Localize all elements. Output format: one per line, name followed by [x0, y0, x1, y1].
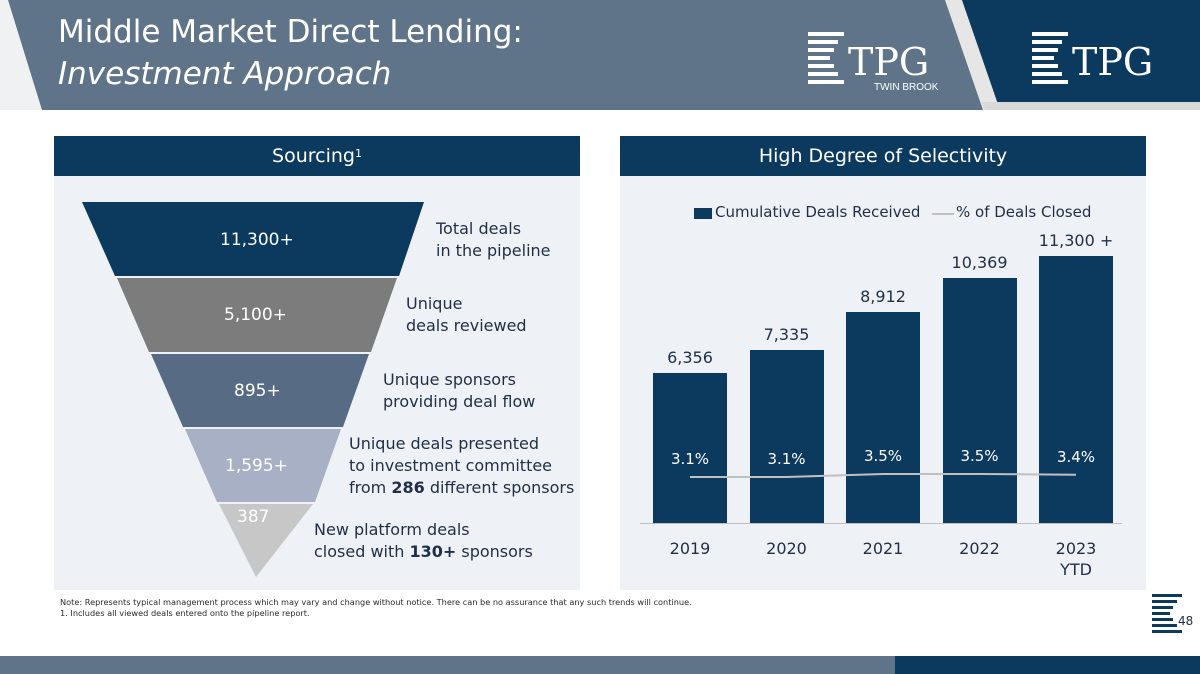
funnel-value-1: 11,300+: [220, 230, 294, 250]
funnel-desc-4-line1: Unique deals presented: [349, 434, 540, 453]
x-tick-label-3: 2022: [959, 539, 1000, 558]
corner-logo-icon: [1152, 594, 1182, 633]
funnel-desc-4-line2: to investment committee: [349, 456, 553, 475]
funnel-level-2: [117, 278, 397, 352]
bar-0: [653, 372, 727, 523]
funnel-value-3: 895+: [234, 381, 281, 401]
logo2-wordmark: TPG: [1072, 40, 1153, 84]
bar-value-label-2: 8,912: [860, 287, 906, 307]
bar-3: [942, 277, 1017, 523]
legend-bar-label: Cumulative Deals Received: [715, 203, 921, 221]
logo1-subtitle: TWIN BROOK: [874, 82, 939, 93]
footer-bar-slate: [0, 656, 895, 674]
sourcing-funnel: [82, 202, 424, 577]
funnel-desc-2: Unique deals reviewed: [406, 293, 527, 337]
funnel-desc-2-line2: deals reviewed: [406, 316, 527, 335]
note-line-1: Note: Represents typical management proc…: [60, 597, 692, 607]
funnel-desc-1: Total deals in the pipeline: [436, 218, 551, 262]
pct-label-3: 3.5%: [960, 447, 999, 465]
x-tick-label-4: 2023 YTD: [1055, 539, 1097, 579]
selectivity-heading: High Degree of Selectivity: [620, 136, 1146, 176]
sourcing-heading: Sourcing 1: [54, 136, 580, 176]
funnel-desc-1-line1: Total deals: [436, 219, 522, 238]
x-tick-label-0: 2019: [669, 539, 711, 558]
header-banner: TPG TWIN BROOK TPG: [0, 0, 1200, 110]
funnel-desc-4-line3: from 286 different sponsors: [349, 478, 575, 497]
sourcing-footnote-marker: 1: [354, 146, 362, 160]
bar-1: [749, 349, 824, 523]
pct-label-4: 3.4%: [1056, 447, 1096, 466]
page-subtitle: Investment Approach: [58, 56, 392, 92]
selectivity-heading-text: High Degree of Selectivity: [758, 145, 1008, 167]
funnel-value-5: 387: [237, 507, 270, 527]
funnel-desc-1-line2: in the pipeline: [436, 241, 551, 260]
funnel-desc-3-line1: Unique sponsors: [383, 370, 516, 389]
bar-4: [1039, 256, 1113, 523]
funnel-desc-3: Unique sponsors providing deal flow: [383, 369, 535, 413]
bar-value-label-3: 10,369: [951, 252, 1008, 272]
note-line-2: 1. Includes all viewed deals entered ont…: [60, 608, 310, 618]
bar-2: [846, 312, 920, 523]
logo1-wordmark: TPG: [848, 40, 929, 84]
pct-line: [690, 473, 1077, 478]
bar-value-label-0: 6,356: [667, 347, 713, 367]
funnel-desc-5-line1: New platform deals: [314, 520, 470, 539]
legend-bar-swatch: [694, 208, 712, 219]
pct-label-1: 3.1%: [767, 450, 806, 468]
funnel-level-5: [219, 504, 313, 577]
x-tick-label-1: 2020: [766, 539, 807, 558]
page-number: 48: [1178, 614, 1194, 628]
tpg-twin-brook-logo: TPG TWIN BROOK: [808, 32, 939, 93]
funnel-level-4: [185, 429, 341, 502]
legend-line-swatch: [932, 213, 954, 215]
bar-value-label-4: 11,300 +: [1038, 231, 1114, 250]
sourcing-heading-text: Sourcing: [272, 145, 355, 167]
page-title: Middle Market Direct Lending:: [58, 14, 523, 50]
funnel-level-1: [82, 202, 424, 276]
chart-legend: Cumulative Deals Received % of Deals Clo…: [694, 203, 1134, 223]
funnel-desc-5-line2: closed with 130+ sponsors: [314, 542, 533, 561]
legend-line-label: % of Deals Closed: [956, 203, 1092, 221]
bar-value-label-1: 7,335: [763, 324, 810, 344]
funnel-level-3: [151, 354, 369, 427]
funnel-desc-4: Unique deals presented to investment com…: [349, 433, 574, 499]
x-axis-line: [640, 523, 1122, 524]
funnel-desc-5: New platform deals closed with 130+ spon…: [314, 519, 533, 563]
funnel-desc-3-line2: providing deal flow: [383, 392, 536, 411]
funnel-value-2: 5,100+: [224, 305, 287, 325]
pct-label-0: 3.1%: [670, 450, 710, 468]
pct-label-2: 3.5%: [863, 447, 903, 465]
funnel-desc-2-line1: Unique: [406, 294, 463, 313]
footer-bar-navy: [895, 656, 1200, 674]
tpg-logo: TPG: [1032, 32, 1153, 84]
x-tick-label-2: 2021: [862, 539, 904, 558]
funnel-value-4: 1,595+: [225, 456, 288, 476]
